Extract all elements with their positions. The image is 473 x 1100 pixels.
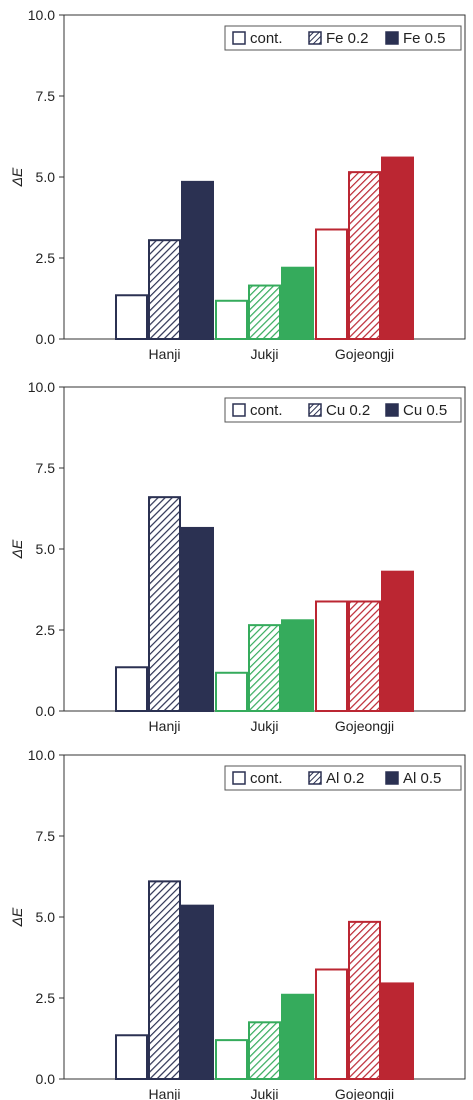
y-tick-label: 2.5 (36, 622, 56, 638)
x-tick-label: Gojeongji (335, 346, 394, 362)
y-tick-label: 0.0 (36, 1071, 56, 1087)
y-axis-label: ΔE (9, 539, 25, 559)
legend-label-dose-05: Cu 0.5 (403, 402, 447, 419)
chart-panel-cu: 0.0 2.5 5.0 7.5 10.0 ΔE Hanji Jukji Gojeongji con… (0, 372, 473, 742)
y-tick-label: 10.0 (28, 747, 55, 763)
bar-gojeongji-cont (315, 228, 348, 341)
legend-label-dose-02: Al 0.2 (326, 770, 364, 787)
bar-hanji-dose-02 (148, 880, 181, 1080)
bar-gojeongji-cont (315, 968, 348, 1081)
bar-gojeongji-dose-02 (348, 920, 381, 1080)
bar-jukji-dose-05 (281, 993, 314, 1080)
legend-label-dose-05: Al 0.5 (403, 770, 441, 787)
bar-hanji-cont (115, 294, 148, 341)
y-tick-label: 10.0 (28, 7, 55, 23)
legend-swatch-dose-02 (308, 403, 322, 417)
chart-fe: 0.0 2.5 5.0 7.5 10.0 ΔE Hanji Jukji Gojeongji con… (9, 7, 466, 362)
legend: cont. Fe 0.2 Fe 0.5 (224, 25, 462, 51)
bar-gojeongji-dose-05 (381, 982, 414, 1080)
legend-swatch-cont (232, 403, 246, 417)
chart-panel-al: 0.0 2.5 5.0 7.5 10.0 ΔE Hanji Jukji Gojeongji con… (0, 740, 473, 1100)
x-tick-label: Gojeongji (335, 1086, 394, 1100)
legend-swatch-dose-05 (385, 403, 399, 417)
bar-jukji-dose-02 (248, 1021, 281, 1080)
bar-gojeongji-dose-05 (381, 156, 414, 340)
y-tick-label: 5.0 (36, 169, 56, 185)
bar-jukji-cont (215, 1039, 248, 1080)
x-tick-label: Jukji (250, 346, 278, 362)
y-tick-label: 5.0 (36, 909, 56, 925)
bar-hanji-dose-05 (181, 180, 214, 340)
bar-hanji-dose-05 (181, 526, 214, 712)
x-tick-label: Hanji (149, 1086, 181, 1100)
x-tick-label: Jukji (250, 718, 278, 734)
x-tick-label: Hanji (149, 718, 181, 734)
legend: cont. Al 0.2 Al 0.5 (224, 765, 462, 791)
legend-box (224, 765, 462, 791)
x-tick-label: Hanji (149, 346, 181, 362)
legend-label-dose-02: Fe 0.2 (326, 30, 369, 47)
bar-jukji-cont (215, 671, 248, 713)
y-tick-label: 0.0 (36, 331, 56, 347)
y-tick-label: 2.5 (36, 990, 56, 1006)
y-tick-label: 7.5 (36, 828, 56, 844)
y-tick-label: 5.0 (36, 541, 56, 557)
y-tick-label: 7.5 (36, 460, 56, 476)
legend-swatch-cont (232, 31, 246, 45)
y-tick-label: 2.5 (36, 250, 56, 266)
legend-swatch-dose-05 (385, 771, 399, 785)
bar-jukji-dose-05 (281, 619, 314, 712)
bar-hanji-dose-02 (148, 239, 181, 340)
legend-label-cont: cont. (250, 402, 283, 419)
bar-jukji-dose-05 (281, 266, 314, 340)
bar-jukji-cont (215, 299, 248, 341)
legend-swatch-cont (232, 771, 246, 785)
bar-gojeongji-dose-05 (381, 570, 414, 712)
legend-swatch-dose-05 (385, 31, 399, 45)
bar-hanji-dose-05 (181, 904, 214, 1080)
legend-label-dose-05: Fe 0.5 (403, 30, 446, 47)
y-axis-label: ΔE (9, 167, 25, 187)
chart-panel-fe: 0.0 2.5 5.0 7.5 10.0 ΔE Hanji Jukji Gojeongji con… (0, 0, 473, 370)
legend-label-dose-02: Cu 0.2 (326, 402, 370, 419)
bar-gojeongji-cont (315, 600, 348, 713)
y-axis-label: ΔE (9, 907, 25, 927)
bar-hanji-cont (115, 666, 148, 713)
x-tick-label: Gojeongji (335, 718, 394, 734)
chart-cu: 0.0 2.5 5.0 7.5 10.0 ΔE Hanji Jukji Gojeongji con… (9, 379, 466, 734)
legend-label-cont: cont. (250, 770, 283, 787)
y-tick-label: 10.0 (28, 379, 55, 395)
bar-gojeongji-dose-02 (348, 171, 381, 340)
legend-swatch-dose-02 (308, 771, 322, 785)
y-tick-label: 0.0 (36, 703, 56, 719)
bar-hanji-dose-02 (148, 496, 181, 712)
y-tick-label: 7.5 (36, 88, 56, 104)
legend: cont. Cu 0.2 Cu 0.5 (224, 397, 462, 423)
bar-jukji-dose-02 (248, 624, 281, 712)
bar-gojeongji-dose-02 (348, 600, 381, 713)
bar-jukji-dose-02 (248, 284, 281, 341)
chart-al: 0.0 2.5 5.0 7.5 10.0 ΔE Hanji Jukji Gojeongji con… (9, 747, 466, 1100)
legend-box (224, 397, 462, 423)
legend-label-cont: cont. (250, 30, 283, 47)
x-tick-label: Jukji (250, 1086, 278, 1100)
legend-swatch-dose-02 (308, 31, 322, 45)
legend-box (224, 25, 462, 51)
bar-hanji-cont (115, 1034, 148, 1081)
